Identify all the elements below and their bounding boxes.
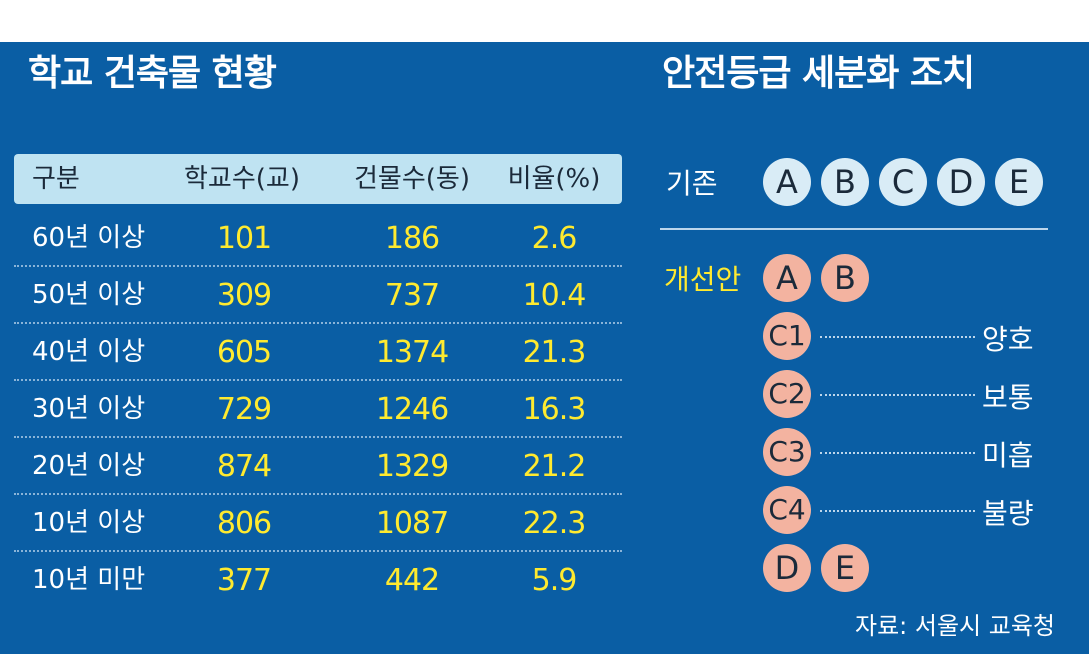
table-row: 40년 이상 605 1374 21.3 <box>14 324 622 381</box>
grade-meaning: 불량 <box>982 497 1034 530</box>
grade-circle-c2: C2 <box>763 370 811 418</box>
row-separator <box>14 322 622 324</box>
row-schools: 377 <box>216 563 272 598</box>
leader-line <box>820 336 975 338</box>
row-separator <box>14 379 622 381</box>
row-buildings: 1329 <box>375 449 449 484</box>
row-schools: 101 <box>216 221 272 256</box>
table-row: 30년 이상 729 1246 16.3 <box>14 381 622 438</box>
grade-circle-c1: C1 <box>763 312 811 360</box>
new-label: 개선안 <box>664 263 742 296</box>
row-buildings: 1246 <box>375 392 449 427</box>
grade-circle-c3: C3 <box>763 428 811 476</box>
table-header: 구분 학교수(교) 건물수(동) 비율(%) <box>14 154 622 204</box>
table-row: 50년 이상 309 737 10.4 <box>14 267 622 324</box>
row-buildings: 1374 <box>375 335 449 370</box>
table-row: 60년 이상 101 186 2.6 <box>14 210 622 267</box>
row-schools: 729 <box>216 392 272 427</box>
grade-circle-c: C <box>879 158 927 206</box>
row-schools: 806 <box>216 506 272 541</box>
grade-circle-e: E <box>995 158 1043 206</box>
grade-meaning: 미흡 <box>982 439 1034 472</box>
row-ratio: 5.9 <box>531 563 578 598</box>
infographic-panel <box>0 42 1089 654</box>
row-schools: 605 <box>216 335 272 370</box>
grade-circle-d: D <box>937 158 985 206</box>
leader-line <box>820 452 975 454</box>
table-row: 10년 이상 806 1087 22.3 <box>14 495 622 552</box>
row-category: 60년 이상 <box>32 223 146 253</box>
leader-line <box>820 510 975 512</box>
header-buildings: 건물수(동) <box>354 164 470 194</box>
row-category: 30년 이상 <box>32 394 146 424</box>
row-category: 10년 이상 <box>32 508 146 538</box>
row-ratio: 10.4 <box>522 278 587 313</box>
grade-circle-d: D <box>763 544 811 592</box>
row-buildings: 442 <box>384 563 440 598</box>
leader-line <box>820 394 975 396</box>
table-row: 10년 미만 377 442 5.9 <box>14 552 622 609</box>
grade-circle-b: B <box>821 254 869 302</box>
grade-circle-e: E <box>821 544 869 592</box>
row-schools: 309 <box>216 278 272 313</box>
row-buildings: 737 <box>384 278 440 313</box>
row-separator <box>14 436 622 438</box>
table-title: 학교 건축물 현황 <box>28 53 277 94</box>
row-separator <box>14 493 622 495</box>
row-category: 40년 이상 <box>32 337 146 367</box>
grade-circle-b: B <box>821 158 869 206</box>
row-category: 20년 이상 <box>32 451 146 481</box>
row-separator <box>14 265 622 267</box>
row-ratio: 21.3 <box>522 335 587 370</box>
grade-circle-a: A <box>763 254 811 302</box>
row-separator <box>14 550 622 552</box>
row-buildings: 186 <box>384 221 440 256</box>
section-divider <box>660 228 1048 230</box>
grade-circle-a: A <box>763 158 811 206</box>
row-ratio: 16.3 <box>522 392 587 427</box>
row-ratio: 22.3 <box>522 506 587 541</box>
row-ratio: 2.6 <box>531 221 578 256</box>
source-note: 자료: 서울시 교육청 <box>855 612 1055 640</box>
grade-title: 안전등급 세분화 조치 <box>662 53 975 94</box>
grade-meaning: 보통 <box>982 381 1034 414</box>
header-ratio: 비율(%) <box>507 164 601 194</box>
row-category: 50년 이상 <box>32 280 146 310</box>
grade-meaning: 양호 <box>982 323 1034 356</box>
row-buildings: 1087 <box>375 506 449 541</box>
header-category: 구분 <box>32 164 80 194</box>
grade-circle-c4: C4 <box>763 486 811 534</box>
row-schools: 874 <box>216 449 272 484</box>
table-row: 20년 이상 874 1329 21.2 <box>14 438 622 495</box>
row-ratio: 21.2 <box>522 449 587 484</box>
current-label: 기존 <box>666 167 718 200</box>
header-schools: 학교수(교) <box>184 164 300 194</box>
row-category: 10년 미만 <box>32 565 146 595</box>
